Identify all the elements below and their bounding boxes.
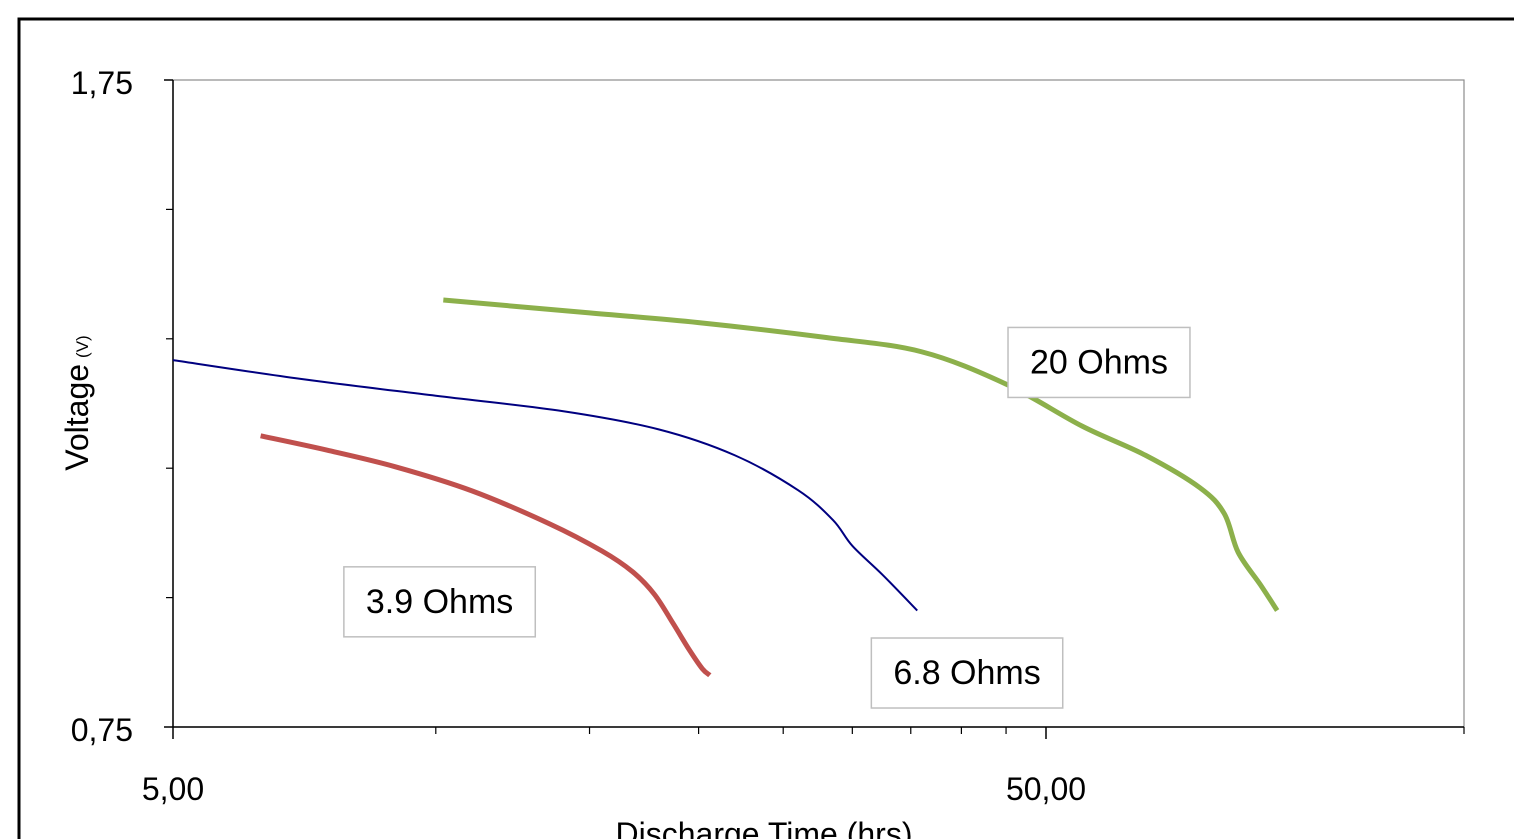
annotation-text: 6.8 Ohms: [893, 654, 1040, 692]
series-annotation: 6.8 Ohms: [870, 637, 1064, 709]
x-axis-title: Discharge Time (hrs): [616, 816, 913, 839]
series-line-0: [260, 433, 712, 678]
axis-ticks: [164, 79, 1465, 739]
x-tick-label-5: 5,00: [142, 771, 204, 807]
y-axis-title-unit: (V): [73, 335, 92, 358]
x-tick-label-50: 50,00: [1006, 771, 1086, 807]
y-axis-title: Voltage (V): [59, 335, 95, 470]
y-axis-title-main: Voltage: [59, 364, 95, 471]
y-tick-label-top: 1,75: [71, 65, 133, 101]
annotation-box: [870, 637, 1064, 709]
annotation-box: [343, 566, 537, 638]
series-annotation: 3.9 Ohms: [343, 566, 537, 638]
annotation-text: 20 Ohms: [1030, 343, 1168, 381]
annotation-box: [1007, 326, 1191, 399]
y-tick-label-bottom: 0,75: [71, 712, 133, 748]
series-line-1: [172, 359, 918, 612]
annotation-text: 3.9 Ohms: [366, 583, 513, 621]
annotation-layer: 20 Ohms 3.9 Ohms 6.8 Ohms: [343, 326, 1191, 709]
series-annotation: 20 Ohms: [1007, 326, 1191, 399]
